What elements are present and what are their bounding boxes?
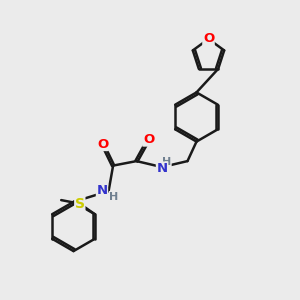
Text: N: N <box>156 162 168 175</box>
Text: O: O <box>97 137 108 151</box>
Text: N: N <box>96 184 108 197</box>
Text: H: H <box>162 157 171 167</box>
Text: O: O <box>143 133 154 146</box>
Text: H: H <box>110 191 118 202</box>
Text: S: S <box>75 197 85 211</box>
Text: O: O <box>203 32 214 46</box>
